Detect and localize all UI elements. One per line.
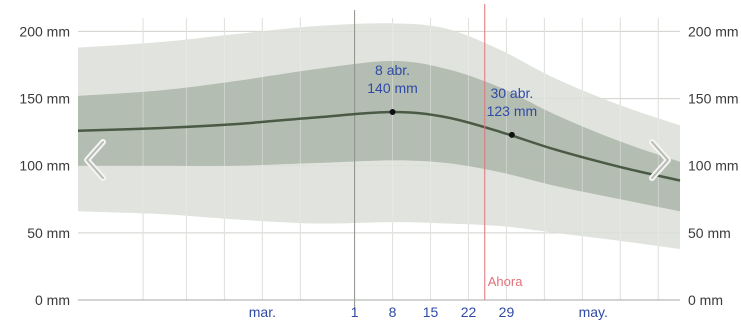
y-tick-label-right: 200 mm (688, 23, 739, 39)
y-tick-label-left: 50 mm (27, 225, 70, 241)
y-tick-label-right: 100 mm (688, 158, 739, 174)
point-date-label: 30 abr. (490, 85, 533, 101)
y-tick-label-left: 100 mm (19, 158, 70, 174)
point-value-label: 140 mm (367, 80, 418, 96)
y-tick-label-right: 0 mm (688, 292, 723, 308)
x-tick-label: 29 (499, 304, 515, 320)
x-tick-label: 1 (351, 304, 359, 320)
y-tick-label-left: 0 mm (35, 292, 70, 308)
y-tick-label-left: 150 mm (19, 91, 70, 107)
data-point (509, 132, 515, 138)
point-value-label: 123 mm (487, 103, 538, 119)
now-marker-label: Ahora (488, 274, 523, 289)
x-tick-label: mar. (249, 304, 276, 320)
x-tick-label: may. (579, 304, 608, 320)
x-tick-label: 8 (389, 304, 397, 320)
y-tick-label-left: 200 mm (19, 23, 70, 39)
y-tick-label-right: 50 mm (688, 225, 731, 241)
data-point (390, 109, 396, 115)
x-tick-label: 15 (423, 304, 439, 320)
y-tick-label-right: 150 mm (688, 91, 739, 107)
point-date-label: 8 abr. (375, 62, 410, 78)
x-tick-label: 22 (461, 304, 477, 320)
